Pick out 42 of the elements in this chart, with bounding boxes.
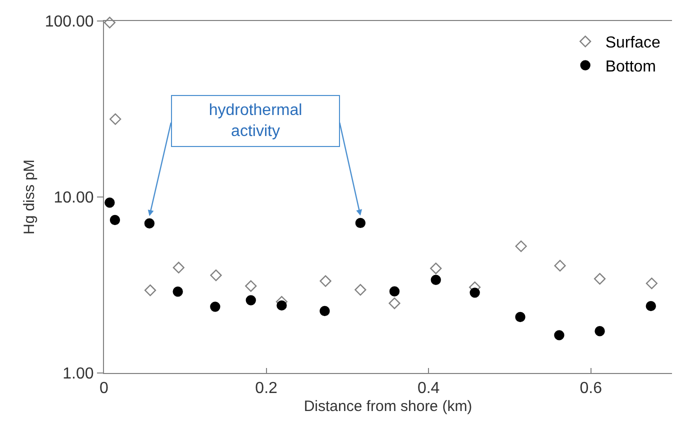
point — [554, 260, 566, 272]
legend-label: Bottom — [605, 58, 656, 76]
point — [172, 262, 184, 274]
point — [515, 312, 526, 322]
point — [646, 278, 658, 290]
point — [144, 218, 155, 228]
point — [104, 16, 116, 28]
point — [110, 113, 122, 125]
point — [594, 326, 605, 336]
point — [144, 284, 156, 296]
point — [246, 295, 256, 306]
y-tick-label: 10.00 — [54, 190, 94, 207]
legend-label: Surface — [605, 34, 661, 52]
point — [430, 262, 442, 274]
point — [354, 284, 366, 296]
point — [110, 214, 120, 226]
x-tick-label: 0.6 — [580, 380, 602, 398]
point — [104, 198, 115, 208]
y-axis-title: Hg diss pM — [21, 159, 38, 235]
point — [515, 240, 527, 252]
point — [646, 300, 656, 312]
point — [210, 302, 220, 312]
point — [355, 218, 366, 228]
point — [389, 286, 400, 296]
x-tick-label: 0.4 — [417, 380, 440, 398]
y-tick-label: 1.00 — [62, 366, 94, 383]
point — [210, 270, 222, 282]
point — [594, 272, 606, 285]
point — [554, 330, 564, 340]
x-tick-label: 0.2 — [255, 380, 278, 398]
point — [388, 297, 400, 310]
point — [430, 274, 441, 286]
point — [276, 300, 287, 311]
y-tick-label: 100.00 — [44, 14, 94, 31]
point — [320, 306, 330, 316]
annotation: hydrothermal activity — [208, 102, 302, 140]
point — [470, 288, 480, 298]
point — [320, 275, 332, 287]
x-tick-label: 0 — [100, 380, 109, 398]
point — [245, 280, 257, 292]
x-axis-title: Distance from shore (km) — [304, 398, 472, 416]
point — [172, 286, 183, 297]
